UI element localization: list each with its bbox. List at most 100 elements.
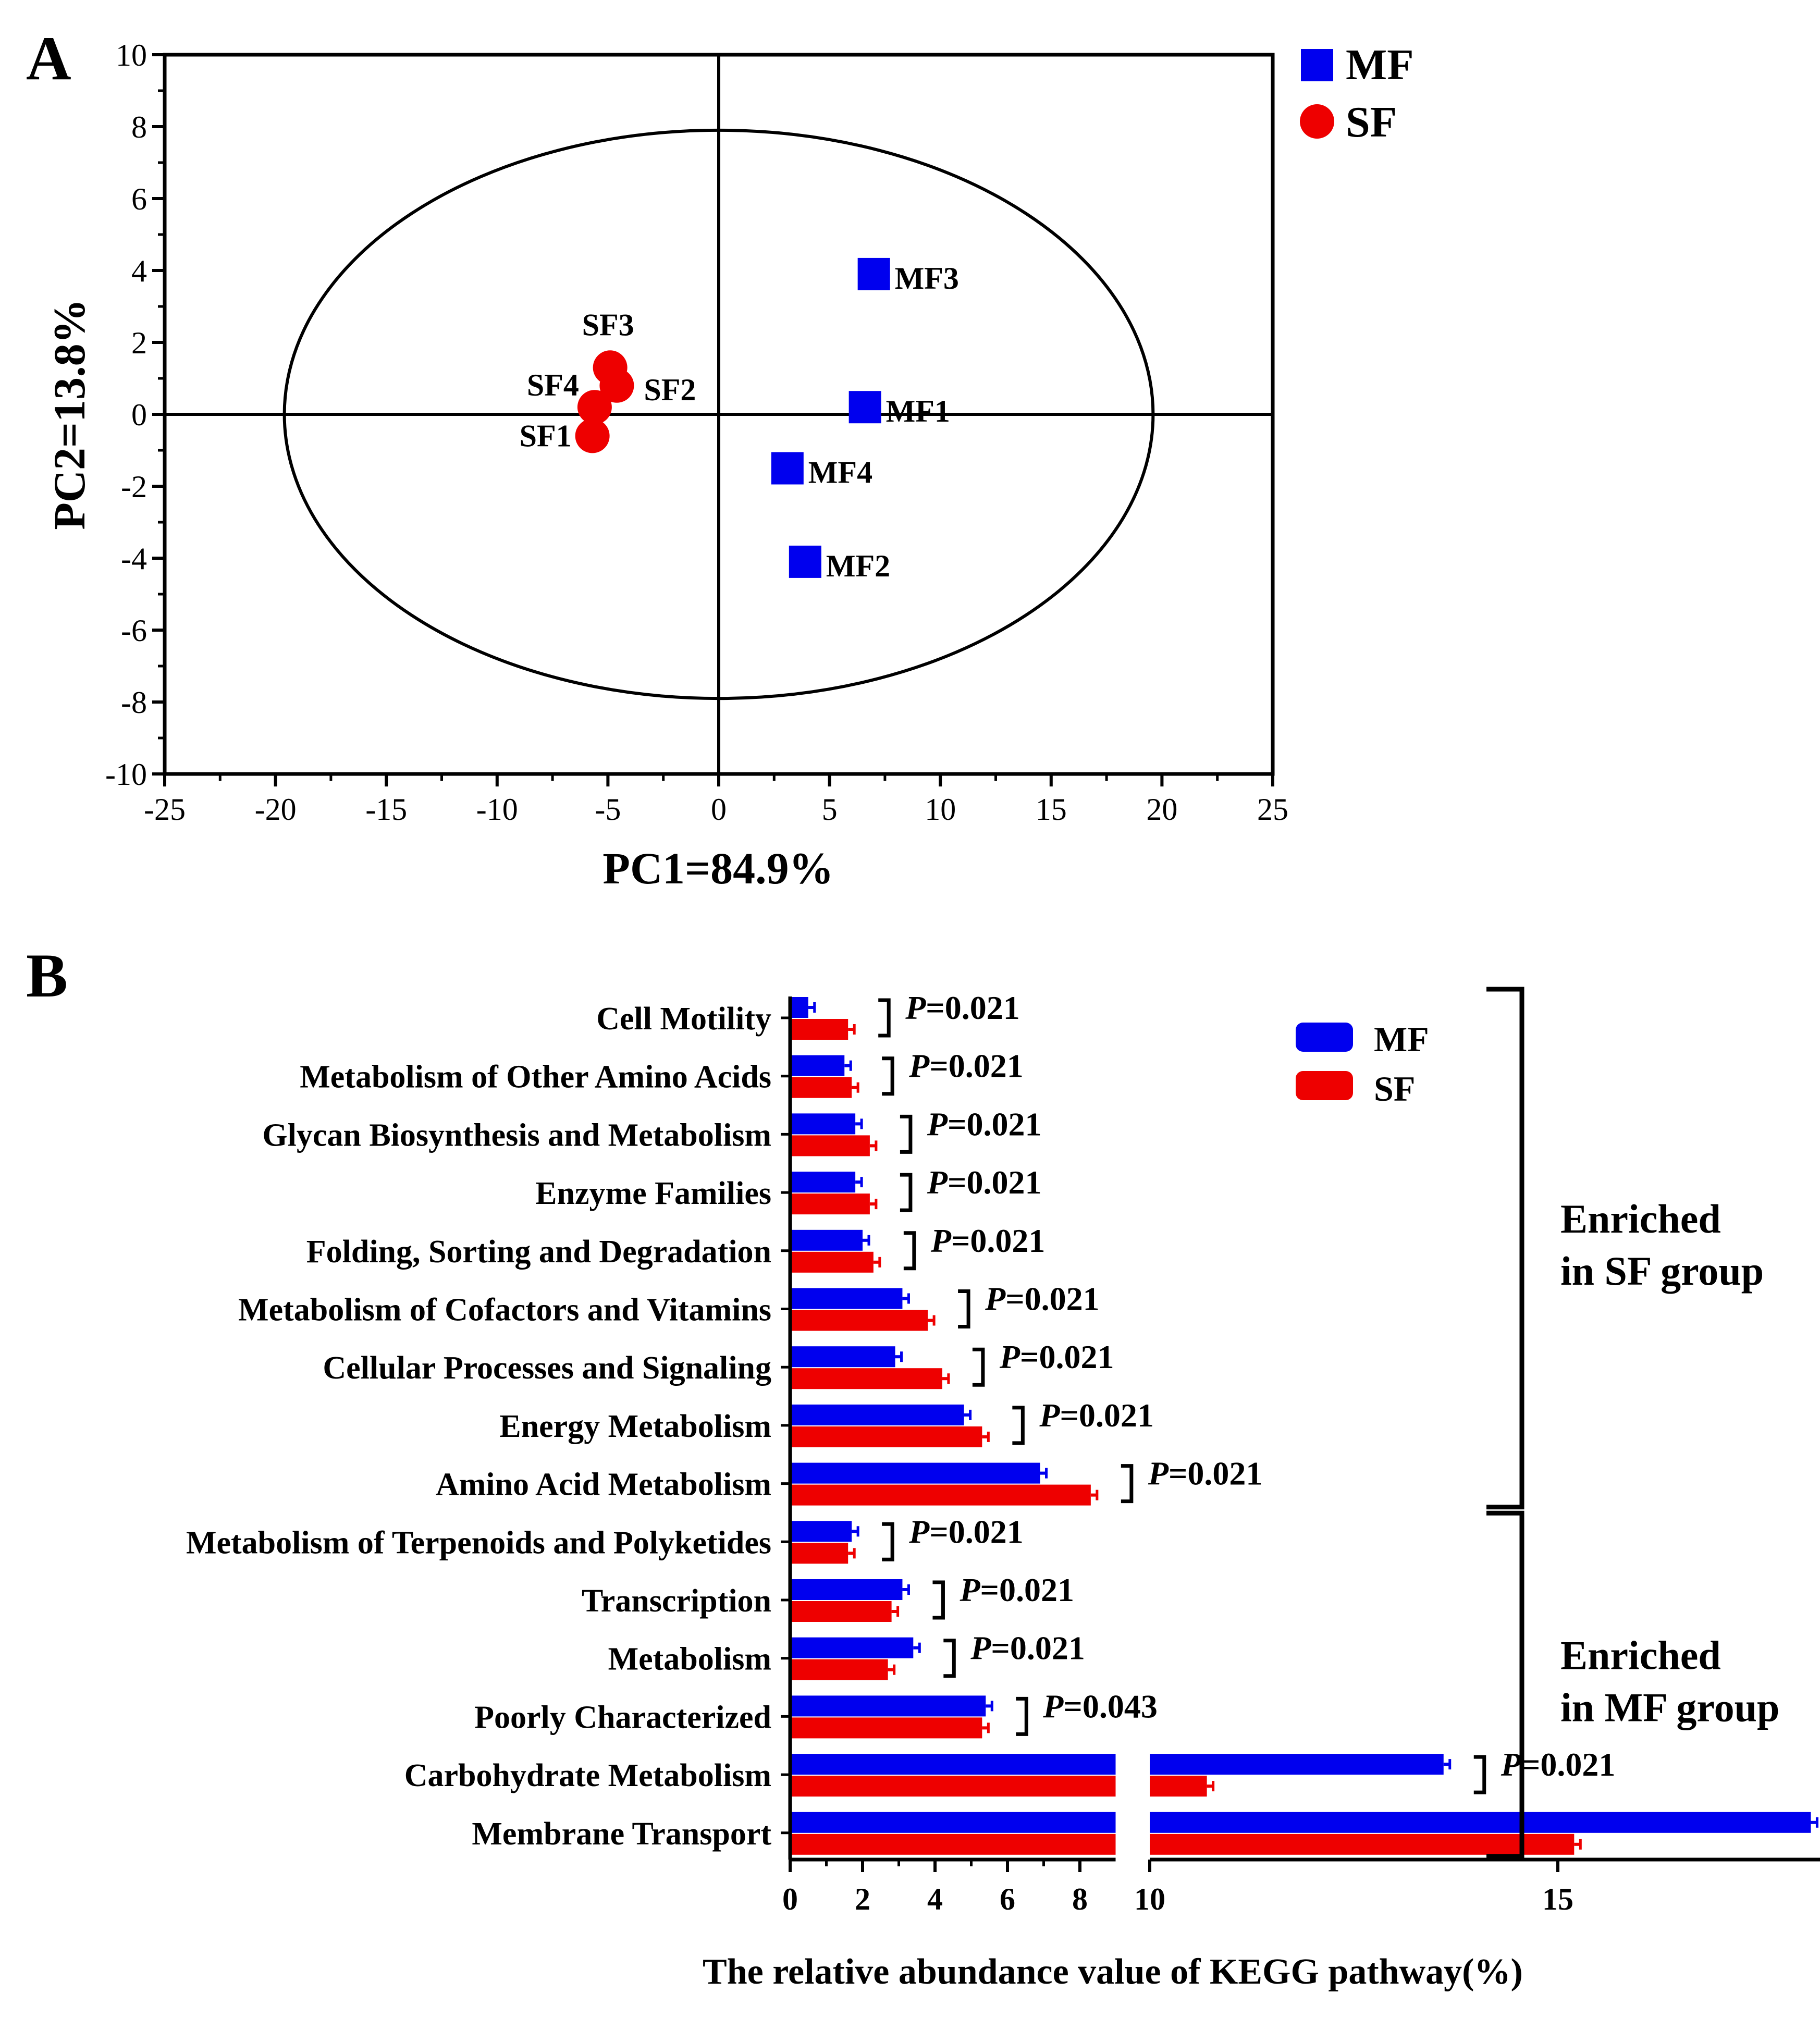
y-tick-label: 8 bbox=[131, 110, 147, 144]
bar-sf bbox=[790, 1019, 848, 1040]
panel-b-label: B bbox=[26, 941, 68, 1010]
y-tick-label: -4 bbox=[121, 542, 147, 576]
bar-sf-segment-high bbox=[1150, 1776, 1207, 1797]
category-label: Metabolism of Terpenoids and Polyketides bbox=[186, 1525, 771, 1560]
p-symbol: P bbox=[1042, 1688, 1064, 1725]
p-value: =0.021 bbox=[1020, 1338, 1114, 1375]
panel-a-label: A bbox=[26, 23, 71, 93]
bar-mf bbox=[790, 1521, 852, 1542]
category-label: Amino Acid Metabolism bbox=[436, 1467, 771, 1503]
p-value-label: P=0.021 bbox=[908, 1513, 1024, 1550]
significance-bracket bbox=[900, 1114, 913, 1154]
data-point-sf4 bbox=[577, 390, 612, 425]
point-label-sf1: SF1 bbox=[520, 419, 572, 453]
category-label: Glycan Biosynthesis and Metabolism bbox=[262, 1117, 771, 1153]
bar-mf-segment-low bbox=[790, 1754, 1116, 1775]
legend-mf-square-marker bbox=[1301, 49, 1333, 81]
p-value: =0.021 bbox=[980, 1571, 1074, 1608]
x-tick-label: 20 bbox=[1146, 792, 1177, 827]
p-value: =0.021 bbox=[991, 1630, 1085, 1667]
p-value-label: P=0.021 bbox=[1039, 1397, 1154, 1434]
group-label-line2: in SF group bbox=[1560, 1248, 1764, 1294]
category-label: Metabolism of Cofactors and Vitamins bbox=[238, 1293, 771, 1328]
bar-sf bbox=[790, 1251, 874, 1273]
group-bracket-sf bbox=[1486, 987, 1524, 1510]
y-tick-label: 6 bbox=[131, 182, 147, 216]
bar-sf-segment-high bbox=[1150, 1834, 1575, 1855]
p-value-label: P=0.021 bbox=[905, 989, 1020, 1026]
data-point-mf1 bbox=[848, 391, 881, 424]
bar-mf bbox=[790, 1579, 903, 1600]
p-symbol: P bbox=[985, 1281, 1006, 1318]
p-symbol: P bbox=[1039, 1397, 1060, 1434]
p-value-label: P=0.021 bbox=[999, 1338, 1114, 1375]
bar-sf bbox=[790, 1543, 848, 1564]
p-value-label: P=0.021 bbox=[959, 1571, 1074, 1608]
bar-mf bbox=[790, 1346, 895, 1368]
kegg-x-axis-label: The relative abundance value of KEGG pat… bbox=[703, 1952, 1523, 1992]
point-label-mf3: MF3 bbox=[895, 261, 959, 296]
kegg-p-values: P=0.021P=0.021P=0.021P=0.021P=0.021P=0.0… bbox=[878, 989, 1616, 1794]
category-label: Enzyme Families bbox=[535, 1176, 771, 1211]
p-symbol: P bbox=[1148, 1455, 1169, 1492]
p-value: =0.021 bbox=[1521, 1746, 1615, 1783]
x-tick-label: -25 bbox=[144, 792, 186, 827]
pca-legend-mf-label: MF bbox=[1346, 41, 1414, 89]
p-symbol: P bbox=[970, 1630, 991, 1667]
significance-bracket bbox=[972, 1347, 985, 1387]
p-value-label: P=0.021 bbox=[927, 1105, 1042, 1142]
kegg-x-tick-label: 10 bbox=[1134, 1882, 1165, 1916]
p-symbol: P bbox=[959, 1571, 980, 1608]
bar-sf bbox=[790, 1426, 982, 1447]
significance-bracket bbox=[882, 1056, 894, 1096]
p-value: =0.021 bbox=[951, 1222, 1045, 1259]
category-label: Energy Metabolism bbox=[499, 1409, 771, 1444]
kegg-legend-mf-label: MF bbox=[1374, 1019, 1429, 1059]
significance-bracket bbox=[878, 998, 891, 1038]
p-symbol: P bbox=[1501, 1746, 1522, 1783]
category-label: Poorly Characterized bbox=[474, 1700, 771, 1735]
significance-bracket bbox=[900, 1173, 913, 1212]
significance-bracket bbox=[882, 1522, 894, 1561]
p-value-label: P=0.021 bbox=[1501, 1746, 1616, 1783]
p-value-label: P=0.021 bbox=[1148, 1455, 1263, 1492]
p-value: =0.021 bbox=[948, 1164, 1041, 1201]
significance-bracket bbox=[1121, 1464, 1134, 1504]
x-tick-label: -5 bbox=[595, 792, 621, 827]
y-tick-label: -2 bbox=[121, 470, 147, 504]
x-tick-label: 5 bbox=[822, 792, 838, 827]
pca-legend: MF SF bbox=[1300, 41, 1414, 146]
group-label-line2: in MF group bbox=[1560, 1685, 1779, 1730]
p-value-label: P=0.021 bbox=[908, 1048, 1024, 1085]
p-value: =0.021 bbox=[929, 1513, 1023, 1550]
point-label-sf3: SF3 bbox=[582, 307, 634, 342]
significance-bracket bbox=[958, 1289, 970, 1328]
p-symbol: P bbox=[908, 1048, 930, 1085]
category-label: Transcription bbox=[582, 1583, 771, 1619]
bar-mf bbox=[790, 1055, 845, 1076]
kegg-x-tick-label: 0 bbox=[782, 1882, 798, 1916]
point-label-sf2: SF2 bbox=[644, 373, 696, 407]
kegg-x-tick-label: 8 bbox=[1072, 1882, 1088, 1916]
kegg-legend-sf-label: SF bbox=[1374, 1069, 1415, 1109]
legend-mf-bar-swatch bbox=[1296, 1023, 1353, 1052]
bar-mf-segment-low bbox=[790, 1812, 1116, 1833]
p-value-label: P=0.021 bbox=[927, 1164, 1042, 1201]
p-symbol: P bbox=[927, 1164, 948, 1201]
p-value-label: P=0.021 bbox=[985, 1281, 1100, 1318]
data-point-sf1 bbox=[575, 419, 610, 453]
group-label-line1: Enriched bbox=[1560, 1633, 1721, 1678]
p-symbol: P bbox=[927, 1105, 948, 1142]
bar-sf-segment-low bbox=[790, 1776, 1116, 1797]
p-value-label: P=0.021 bbox=[930, 1222, 1046, 1259]
category-label: Cellular Processes and Signaling bbox=[323, 1350, 771, 1386]
bar-mf bbox=[790, 1113, 856, 1135]
bar-sf-segment-low bbox=[790, 1834, 1116, 1855]
x-tick-label: 0 bbox=[711, 792, 727, 827]
bar-sf bbox=[790, 1601, 892, 1622]
pca-y-axis-label: PC2=13.8% bbox=[44, 299, 94, 530]
y-tick-label: 2 bbox=[131, 326, 147, 360]
p-symbol: P bbox=[999, 1338, 1020, 1375]
bar-mf bbox=[790, 1404, 964, 1425]
